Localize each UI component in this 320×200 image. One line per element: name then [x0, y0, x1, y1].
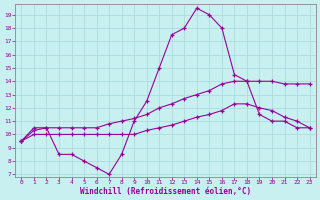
X-axis label: Windchill (Refroidissement éolien,°C): Windchill (Refroidissement éolien,°C)	[80, 187, 251, 196]
